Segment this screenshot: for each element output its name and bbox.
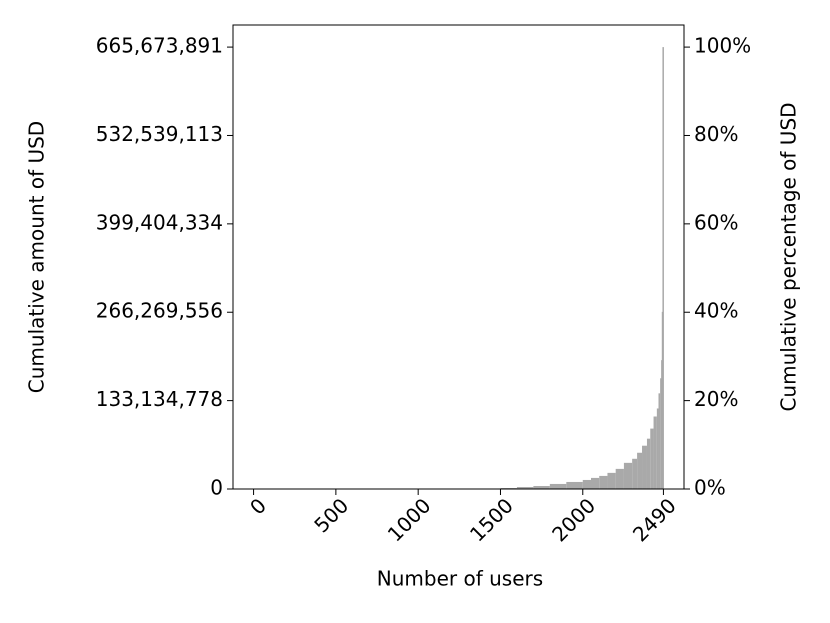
bar [642, 445, 647, 489]
bar [549, 483, 567, 489]
y-tick-label: 266,269,556 [96, 299, 223, 323]
bar [650, 428, 654, 489]
y2-tick-label: 20% [694, 387, 738, 411]
y2-axis-label: Cumulative percentage of USD [777, 102, 801, 411]
x-tick-label: 0 [245, 493, 271, 519]
bar [607, 472, 616, 489]
bar [637, 452, 643, 489]
y-tick-label: 133,134,778 [96, 387, 223, 411]
y-tick-label: 0 [210, 476, 223, 500]
bar [533, 486, 550, 489]
bar [653, 416, 657, 489]
bar [599, 475, 608, 489]
bar [582, 479, 592, 489]
bar [658, 393, 661, 489]
y2-tick-label: 40% [694, 299, 738, 323]
bar [591, 477, 600, 489]
y-tick-label: 532,539,113 [96, 122, 223, 146]
x-tick-label: 500 [309, 493, 353, 537]
bar [656, 408, 659, 489]
y2-tick-label: 0% [694, 476, 726, 500]
y2-tick-label: 60% [694, 210, 738, 234]
y-tick-label: 399,404,334 [96, 210, 223, 234]
y-tick-label: 665,673,891 [96, 34, 223, 58]
x-tick-label: 1500 [465, 493, 518, 546]
bar [662, 47, 664, 489]
bar [566, 481, 583, 489]
y2-tick-label: 80% [694, 122, 738, 146]
bar [516, 487, 534, 489]
bar [660, 378, 662, 489]
bar [632, 458, 638, 489]
x-tick-label: 2000 [547, 493, 600, 546]
bar [615, 468, 624, 489]
bar [646, 438, 651, 489]
y2-tick-label: 100% [694, 34, 751, 58]
x-axis-label: Number of users [377, 567, 543, 591]
y-axis-label: Cumulative amount of USD [25, 121, 49, 393]
x-tick-label: 2490 [628, 493, 681, 546]
x-tick-label: 1000 [383, 493, 436, 546]
axes-frame [232, 24, 685, 490]
bar [623, 462, 633, 489]
